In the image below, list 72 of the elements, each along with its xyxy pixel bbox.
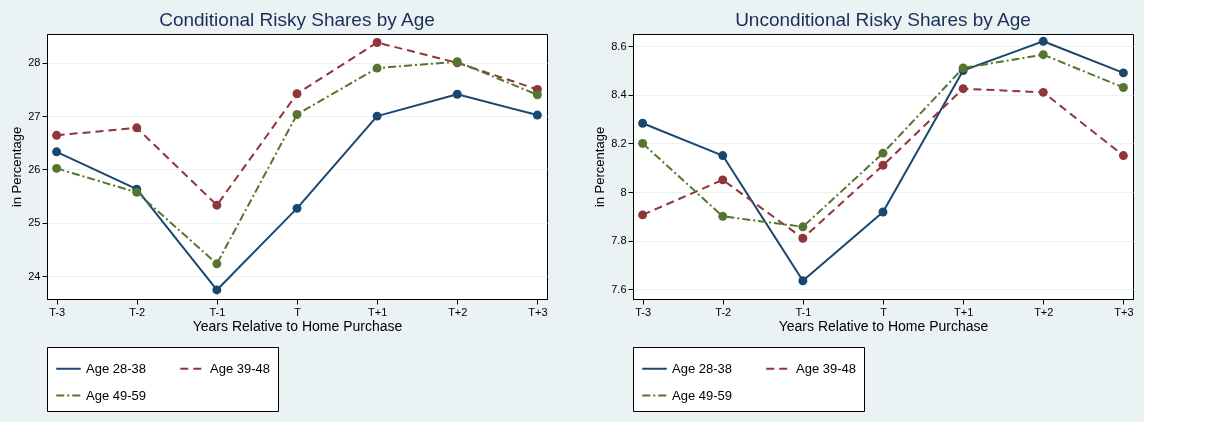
point bbox=[372, 63, 382, 73]
point bbox=[1118, 83, 1128, 92]
point bbox=[638, 210, 648, 220]
x-tick-label: T+2 bbox=[1034, 305, 1054, 318]
x-axis-title: Years Relative to Home Purchase bbox=[192, 317, 403, 334]
point bbox=[638, 118, 648, 128]
legend-label: Age 39-48 bbox=[796, 360, 856, 376]
y-tick-label: 8.4 bbox=[611, 88, 627, 101]
point bbox=[958, 84, 968, 94]
point bbox=[718, 175, 728, 185]
chart-title: Conditional Risky Shares by Age bbox=[159, 9, 435, 30]
legend-label: Age 39-48 bbox=[210, 360, 270, 376]
point bbox=[292, 89, 302, 99]
point bbox=[1038, 50, 1048, 60]
x-tick-label: T-3 bbox=[49, 305, 66, 318]
point bbox=[452, 89, 462, 99]
x-tick-label: T-2 bbox=[715, 305, 732, 318]
y-tick-label: 24 bbox=[28, 269, 41, 282]
point bbox=[798, 233, 808, 243]
point bbox=[878, 148, 888, 158]
legend-label: Age 49-59 bbox=[86, 387, 146, 403]
x-tick-label: T-1 bbox=[795, 305, 812, 318]
chart-title: Unconditional Risky Shares by Age bbox=[735, 9, 1031, 30]
point bbox=[532, 110, 542, 120]
point bbox=[212, 259, 222, 269]
legend-label: Age 28-38 bbox=[672, 360, 732, 376]
x-tick-label: T+1 bbox=[368, 305, 388, 318]
x-axis-title: Years Relative to Home Purchase bbox=[778, 317, 989, 334]
y-tick-label: 26 bbox=[28, 162, 41, 175]
legend-label: Age 28-38 bbox=[86, 360, 146, 376]
x-tick-label: T+2 bbox=[448, 305, 468, 318]
point bbox=[638, 138, 648, 148]
x-tick-label: T bbox=[880, 305, 888, 318]
y-tick-label: 8.6 bbox=[611, 39, 627, 52]
point bbox=[1038, 87, 1048, 97]
point bbox=[1118, 68, 1128, 78]
y-axis-title: in Percentage bbox=[9, 126, 25, 208]
point bbox=[1038, 36, 1048, 46]
x-tick-label: T+3 bbox=[1114, 305, 1134, 318]
point bbox=[798, 222, 808, 232]
point bbox=[372, 111, 382, 121]
legend-label: Age 49-59 bbox=[672, 387, 732, 403]
point bbox=[532, 90, 542, 100]
x-tick-label: T+1 bbox=[954, 305, 974, 318]
point bbox=[52, 130, 62, 140]
x-tick-label: T-1 bbox=[209, 305, 226, 318]
y-tick-label: 25 bbox=[28, 216, 41, 229]
point bbox=[798, 276, 808, 286]
y-tick-label: 7.6 bbox=[611, 282, 627, 295]
point bbox=[372, 38, 382, 47]
point bbox=[718, 211, 728, 221]
point bbox=[292, 203, 302, 213]
point bbox=[878, 207, 888, 217]
x-tick-label: T-2 bbox=[129, 305, 146, 318]
point bbox=[212, 285, 222, 295]
y-tick-label: 7.8 bbox=[611, 234, 627, 247]
point bbox=[292, 110, 302, 119]
x-tick-label: T bbox=[294, 305, 302, 318]
x-tick-label: T-3 bbox=[635, 305, 652, 318]
point bbox=[132, 123, 142, 133]
x-tick-label: T+3 bbox=[528, 305, 548, 318]
point bbox=[52, 163, 62, 173]
point bbox=[1118, 151, 1128, 161]
point bbox=[212, 200, 222, 210]
y-tick-label: 8.2 bbox=[611, 136, 627, 149]
y-tick-label: 28 bbox=[28, 56, 41, 69]
point bbox=[52, 147, 62, 157]
y-tick-label: 27 bbox=[28, 109, 41, 122]
point bbox=[718, 151, 728, 161]
y-axis-title: in Percentage bbox=[592, 126, 608, 208]
y-tick-label: 8 bbox=[620, 185, 627, 198]
point bbox=[878, 160, 888, 170]
